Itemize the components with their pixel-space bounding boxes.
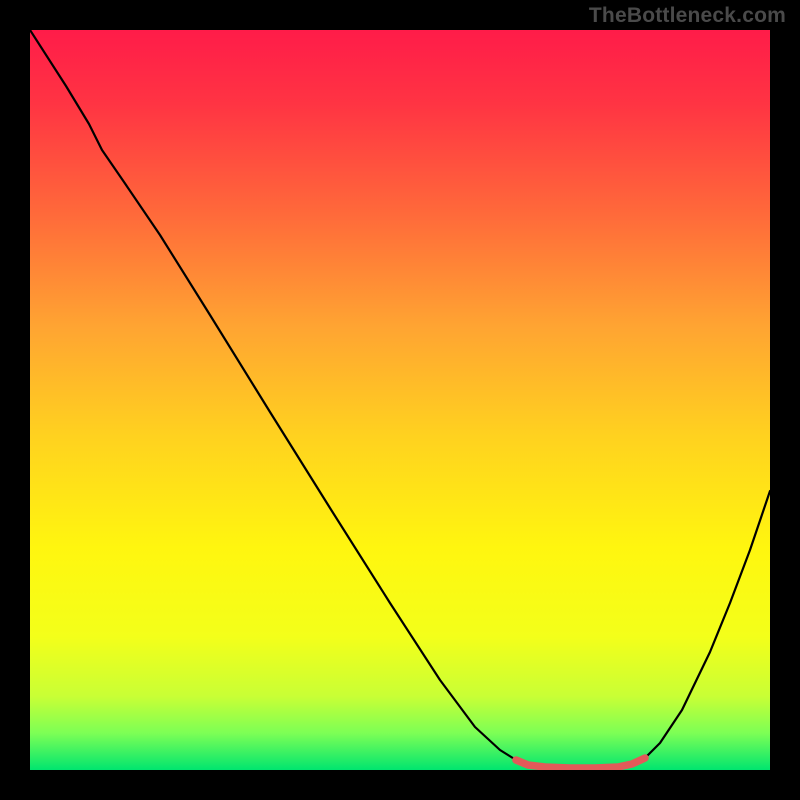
plot-area [30, 30, 770, 770]
chart-frame: TheBottleneck.com [0, 0, 800, 800]
gradient-panel [30, 30, 770, 770]
watermark-text: TheBottleneck.com [589, 4, 786, 28]
plot-svg [30, 30, 770, 770]
